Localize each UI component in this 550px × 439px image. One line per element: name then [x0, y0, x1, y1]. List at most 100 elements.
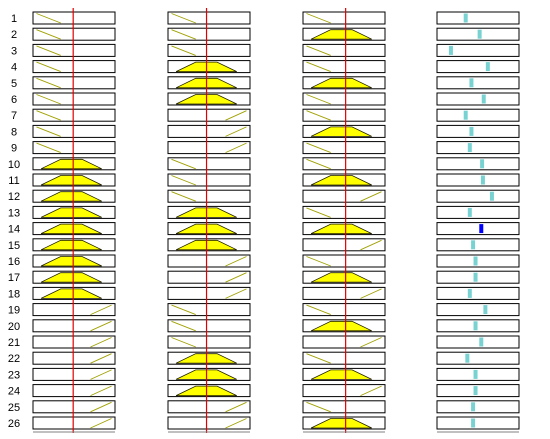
input-2-mf-box[interactable] — [167, 92, 251, 106]
input-1-mf-box[interactable] — [32, 43, 116, 57]
input-1-mf-box[interactable] — [32, 286, 116, 300]
input-2-mf-box[interactable] — [167, 303, 251, 317]
output-mf-box[interactable] — [436, 238, 520, 252]
output-mf-box[interactable] — [436, 92, 520, 106]
rule-row[interactable]: 9 — [11, 141, 520, 155]
input-2-mf-box[interactable] — [167, 270, 251, 284]
output-mf-box[interactable] — [436, 367, 520, 381]
input-2-mf-box[interactable] — [167, 141, 251, 155]
rule-row[interactable]: 6 — [11, 92, 520, 106]
output-mf-box[interactable] — [436, 303, 520, 317]
input-3-mf-box[interactable] — [302, 270, 386, 284]
input-1-mf-box[interactable] — [32, 11, 116, 25]
input-2-mf-box[interactable] — [167, 238, 251, 252]
input-1-mf-box[interactable] — [32, 205, 116, 219]
input-3-mf-box[interactable] — [302, 189, 386, 203]
input-2-mf-box[interactable] — [167, 205, 251, 219]
input-2-mf-box[interactable] — [167, 335, 251, 349]
output-mf-box[interactable] — [436, 108, 520, 122]
input-3-mf-box[interactable] — [302, 303, 386, 317]
input-3-mf-box[interactable] — [302, 367, 386, 381]
input-3-mf-box[interactable] — [302, 416, 386, 430]
output-mf-box[interactable] — [436, 27, 520, 41]
output-mf-box[interactable] — [436, 157, 520, 171]
rule-row[interactable]: 4 — [11, 60, 520, 74]
rule-row[interactable]: 15 — [8, 238, 520, 252]
output-mf-box[interactable] — [436, 335, 520, 349]
input-3-mf-box[interactable] — [302, 173, 386, 187]
input-3-mf-box[interactable] — [302, 60, 386, 74]
input-2-mf-box[interactable] — [167, 60, 251, 74]
output-mf-box[interactable] — [436, 254, 520, 268]
input-1-mf-box[interactable] — [32, 108, 116, 122]
input-2-mf-box[interactable] — [167, 416, 251, 430]
input-1-mf-box[interactable] — [32, 157, 116, 171]
input-3-mf-box[interactable] — [302, 124, 386, 138]
output-mf-box[interactable] — [436, 173, 520, 187]
input-3-mf-box[interactable] — [302, 76, 386, 90]
input-3-mf-box[interactable] — [302, 27, 386, 41]
rule-row[interactable]: 2 — [11, 27, 520, 41]
input-3-mf-box[interactable] — [302, 254, 386, 268]
input-1-mf-box[interactable] — [32, 416, 116, 430]
input-3-mf-box[interactable] — [302, 43, 386, 57]
input-2-mf-box[interactable] — [167, 286, 251, 300]
output-mf-box[interactable] — [436, 319, 520, 333]
output-mf-box[interactable] — [436, 222, 520, 236]
input-2-mf-box[interactable] — [167, 76, 251, 90]
input-2-mf-box[interactable] — [167, 108, 251, 122]
output-mf-box[interactable] — [436, 141, 520, 155]
input-1-mf-box[interactable] — [32, 92, 116, 106]
output-mf-box[interactable] — [436, 11, 520, 25]
input-2-mf-box[interactable] — [167, 351, 251, 365]
input-2-mf-box[interactable] — [167, 319, 251, 333]
input-1-mf-box[interactable] — [32, 124, 116, 138]
input-1-mf-box[interactable] — [32, 60, 116, 74]
output-mf-box[interactable] — [436, 351, 520, 365]
output-mf-box[interactable] — [436, 60, 520, 74]
input-1-mf-box[interactable] — [32, 384, 116, 398]
input-1-mf-box[interactable] — [32, 303, 116, 317]
output-mf-box[interactable] — [436, 384, 520, 398]
output-mf-box[interactable] — [436, 270, 520, 284]
output-mf-box[interactable] — [436, 43, 520, 57]
input-1-mf-box[interactable] — [32, 222, 116, 236]
input-1-mf-box[interactable] — [32, 335, 116, 349]
rule-row[interactable]: 3 — [11, 43, 520, 57]
input-1-mf-box[interactable] — [32, 238, 116, 252]
input-1-mf-box[interactable] — [32, 351, 116, 365]
input-3-mf-box[interactable] — [302, 384, 386, 398]
input-1-mf-box[interactable] — [32, 173, 116, 187]
rule-row[interactable]: 12 — [8, 189, 520, 203]
rule-row[interactable]: 5 — [11, 76, 520, 90]
output-mf-box[interactable] — [436, 400, 520, 414]
rule-row[interactable]: 17 — [8, 270, 520, 284]
input-2-mf-box[interactable] — [167, 173, 251, 187]
input-3-mf-box[interactable] — [302, 222, 386, 236]
rule-row[interactable]: 18 — [8, 286, 520, 300]
rule-row[interactable]: 11 — [8, 173, 520, 187]
output-mf-box[interactable] — [436, 189, 520, 203]
input-2-mf-box[interactable] — [167, 157, 251, 171]
rule-row[interactable]: 16 — [8, 254, 520, 268]
input-1-mf-box[interactable] — [32, 319, 116, 333]
rule-row[interactable]: 7 — [11, 108, 520, 122]
output-mf-box[interactable] — [436, 76, 520, 90]
input-1-mf-box[interactable] — [32, 367, 116, 381]
input-2-mf-box[interactable] — [167, 43, 251, 57]
rule-row[interactable]: 13 — [8, 205, 520, 219]
input-1-mf-box[interactable] — [32, 270, 116, 284]
input-2-mf-box[interactable] — [167, 384, 251, 398]
rule-row[interactable]: 21 — [8, 335, 520, 349]
rule-row[interactable]: 23 — [8, 367, 520, 381]
rule-row[interactable]: 25 — [8, 400, 520, 414]
input-3-mf-box[interactable] — [302, 319, 386, 333]
input-3-mf-box[interactable] — [302, 400, 386, 414]
rule-row[interactable]: 1 — [11, 11, 520, 25]
input-2-mf-box[interactable] — [167, 367, 251, 381]
input-3-mf-box[interactable] — [302, 11, 386, 25]
input-1-mf-box[interactable] — [32, 141, 116, 155]
rule-row[interactable]: 20 — [8, 319, 520, 333]
input-3-mf-box[interactable] — [302, 108, 386, 122]
output-mf-box[interactable] — [436, 124, 520, 138]
